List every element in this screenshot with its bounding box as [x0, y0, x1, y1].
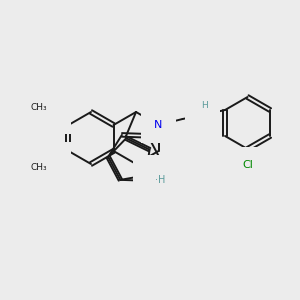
Text: Cl: Cl	[242, 160, 253, 170]
Text: ·H: ·H	[155, 176, 165, 185]
Text: N: N	[147, 168, 155, 178]
Text: CH₃: CH₃	[31, 164, 47, 172]
Text: H: H	[201, 101, 208, 110]
Text: CH₃: CH₃	[31, 103, 47, 112]
Text: N: N	[198, 110, 207, 120]
Text: N: N	[154, 120, 163, 130]
Text: O: O	[49, 155, 57, 165]
Text: O: O	[49, 111, 57, 121]
